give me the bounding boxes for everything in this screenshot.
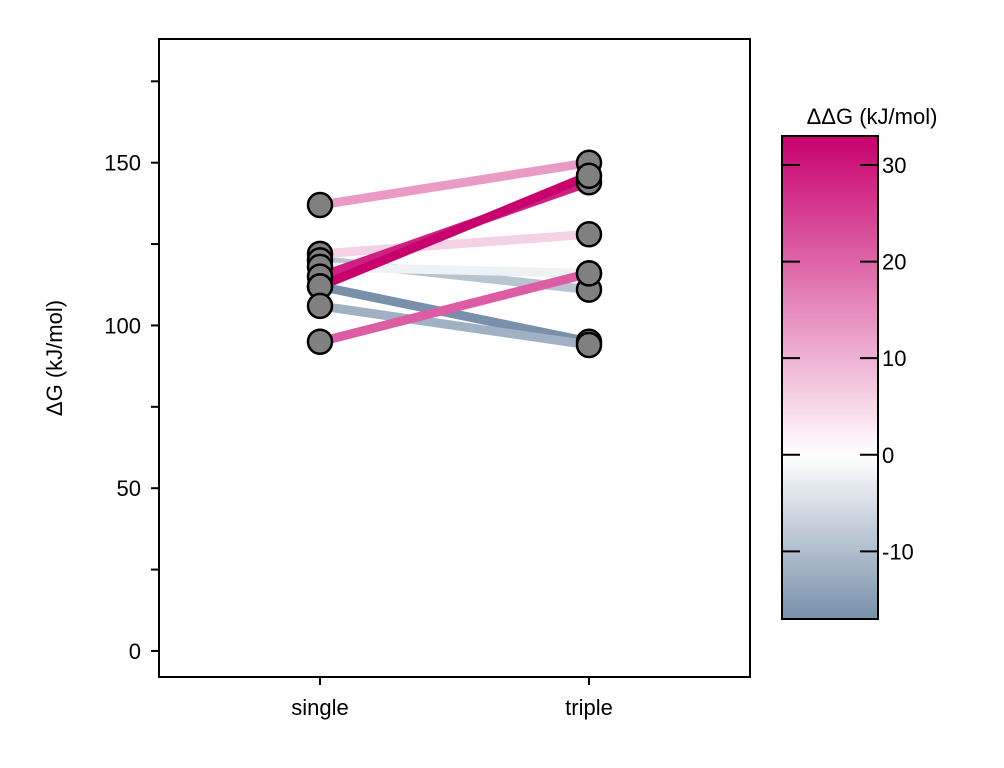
y-tick-label-0: 0 bbox=[129, 639, 141, 664]
data-point-2-triple bbox=[575, 221, 603, 248]
plot-markers bbox=[306, 149, 603, 359]
data-point-6-triple bbox=[575, 162, 603, 189]
colorbar-ticks: -10 0 10 20 30 bbox=[782, 153, 914, 564]
colorbar bbox=[781, 135, 879, 620]
data-point-9-triple bbox=[575, 260, 603, 287]
x-tick-label-triple: triple bbox=[565, 695, 613, 720]
data-point-8-triple bbox=[575, 331, 603, 359]
data-point-1-single bbox=[306, 191, 334, 219]
series-line-9 bbox=[318, 269, 591, 347]
colorbar-tick-label-10: 10 bbox=[882, 346, 906, 371]
y-tick-label-150: 150 bbox=[104, 151, 141, 176]
series-line-1 bbox=[319, 158, 590, 210]
series-line-6 bbox=[318, 171, 591, 291]
y-axis: 0 50 100 150 bbox=[104, 80, 159, 664]
series-line-8 bbox=[319, 301, 590, 350]
series-line-2 bbox=[319, 229, 590, 259]
colorbar-tick-label-20: 20 bbox=[882, 250, 906, 275]
data-point-9-single bbox=[306, 328, 334, 355]
colorbar-tick-label-0: 0 bbox=[882, 443, 894, 468]
colorbar-tick-label-30: 30 bbox=[882, 153, 906, 178]
y-tick-label-50: 50 bbox=[117, 476, 141, 501]
data-point-8-single bbox=[306, 292, 334, 320]
plot-lines bbox=[318, 158, 591, 350]
x-tick-label-single: single bbox=[291, 695, 348, 720]
y-axis-label: ΔG (kJ/mol) bbox=[42, 300, 67, 416]
series-line-7 bbox=[319, 281, 590, 347]
colorbar-tick-label--10: -10 bbox=[882, 539, 914, 564]
colorbar-title: ΔΔG (kJ/mol) bbox=[807, 104, 938, 129]
x-axis: single triple bbox=[291, 677, 613, 720]
plot-frame bbox=[158, 38, 751, 678]
y-tick-label-100: 100 bbox=[104, 313, 141, 338]
